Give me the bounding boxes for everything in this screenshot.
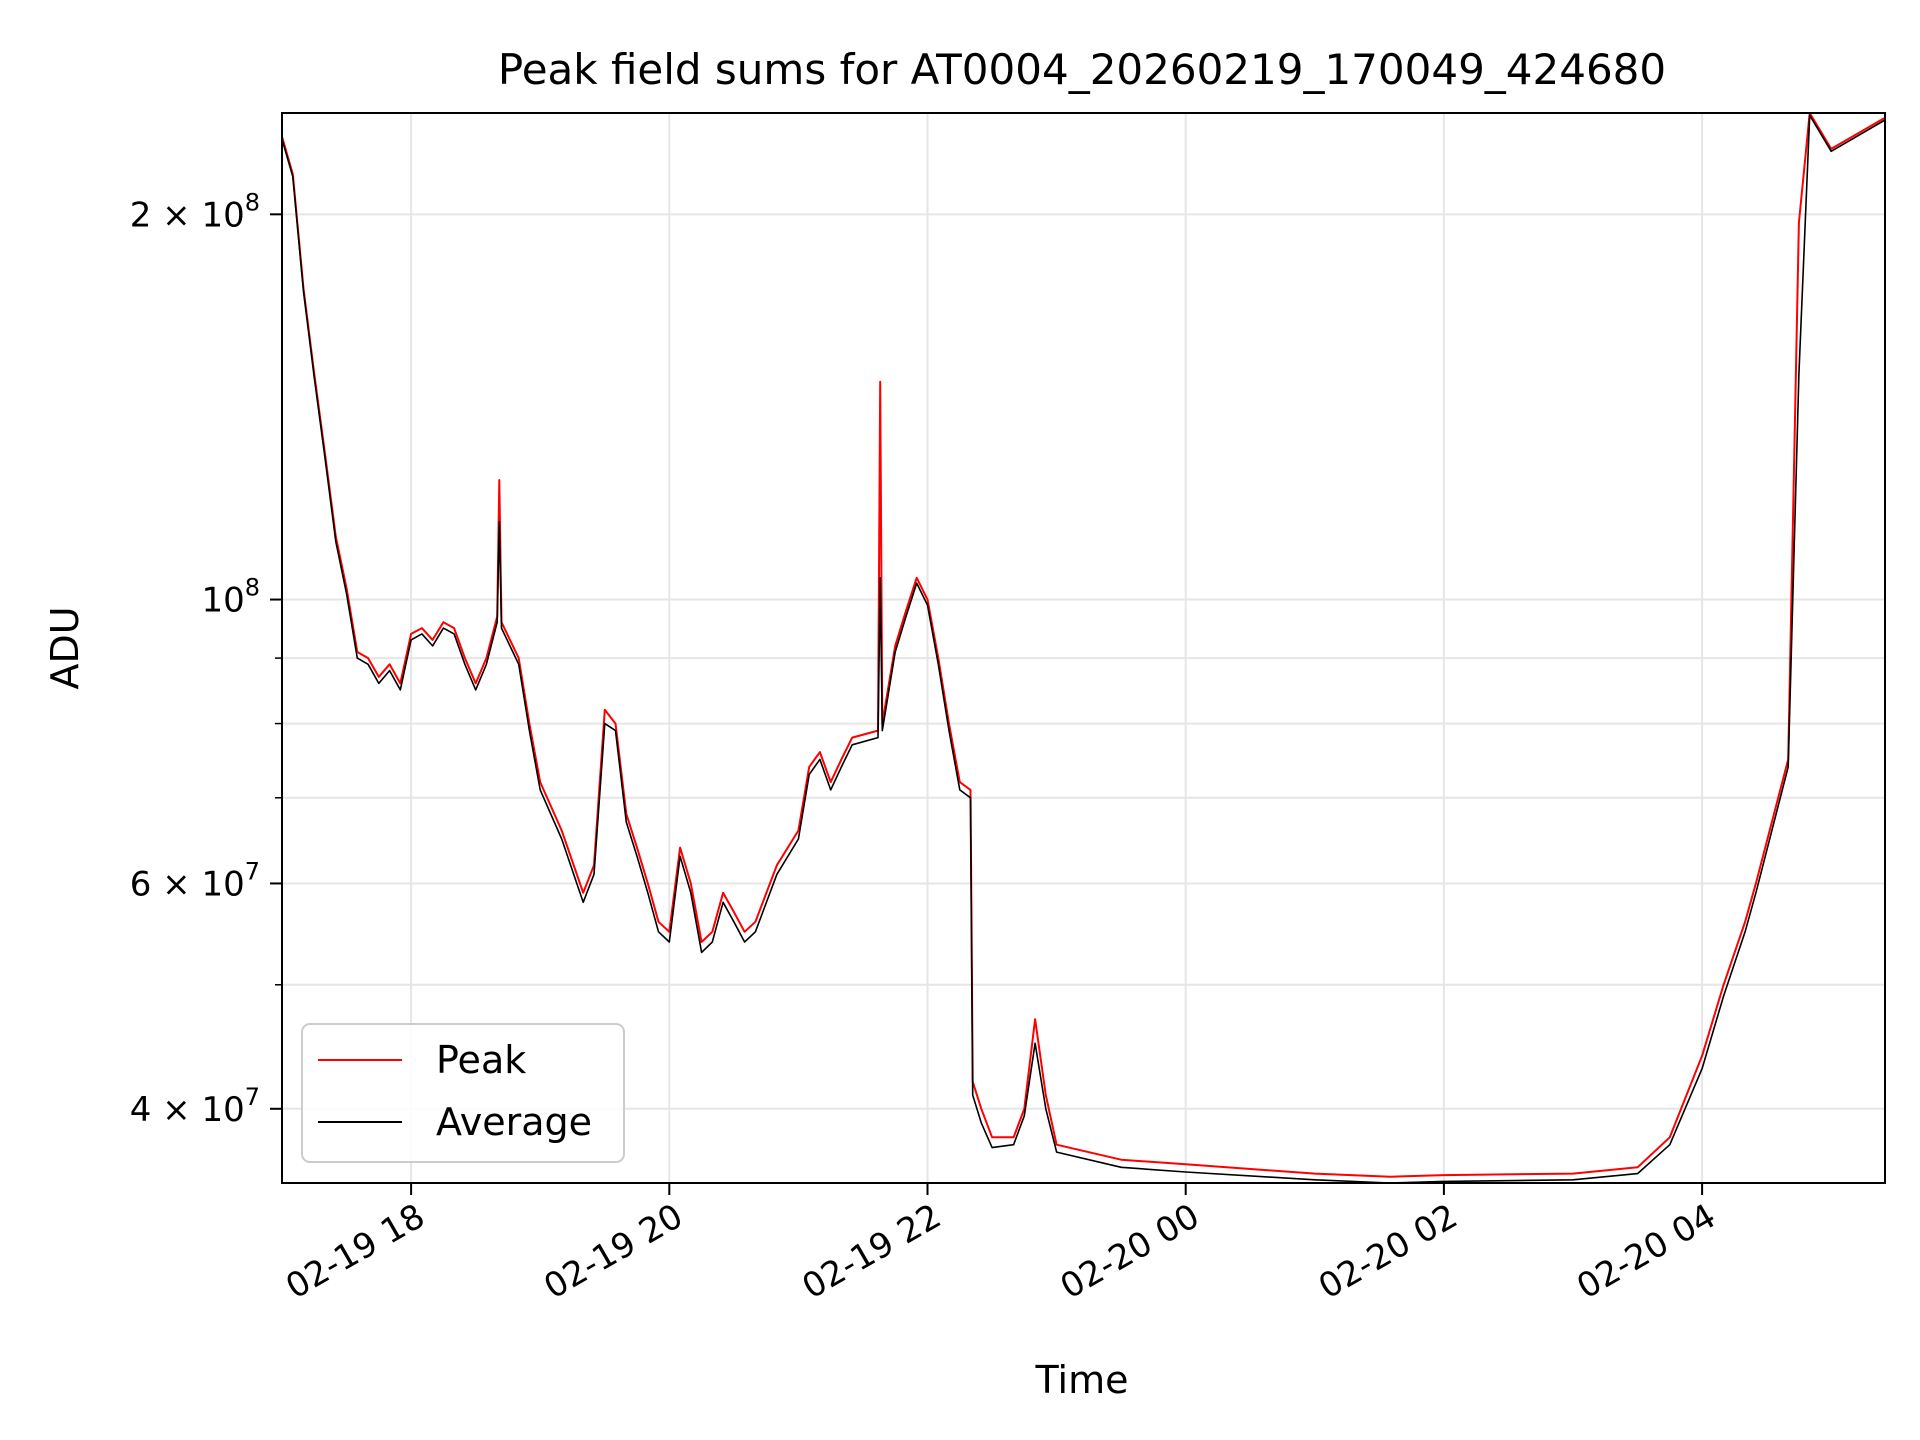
y-tick-label-base: 4 × 10 — [130, 1090, 245, 1130]
legend-box — [301, 1023, 625, 1163]
y-axis-label: ADU — [43, 606, 87, 689]
y-tick-label-exponent: 8 — [245, 574, 260, 602]
y-tick-label: 4 × 107 — [130, 1083, 260, 1130]
y-tick-label-exponent: 7 — [245, 1083, 260, 1111]
series-line-peak — [281, 112, 1886, 1178]
plot-series — [281, 112, 1886, 1184]
legend-label-average: Average — [436, 1100, 592, 1144]
series-line-average — [281, 114, 1886, 1184]
y-tick-label-base: 6 × 10 — [130, 864, 245, 904]
y-tick-label-exponent: 8 — [245, 188, 260, 216]
y-tick-label-exponent: 7 — [245, 857, 260, 885]
y-tick-label: 6 × 107 — [130, 857, 260, 904]
plot-frame — [281, 112, 1886, 1184]
y-tick-label: 108 — [201, 574, 260, 621]
y-tick-label: 2 × 108 — [130, 188, 260, 235]
y-tick-label-base: 10 — [201, 581, 244, 621]
legend-label-peak: Peak — [436, 1038, 526, 1082]
x-axis-label: Time — [1035, 1358, 1129, 1402]
chart-title: Peak field sums for AT0004_20260219_1700… — [498, 45, 1666, 94]
y-tick-label-base: 2 × 10 — [130, 195, 245, 235]
legend: Peak Average — [301, 1023, 625, 1163]
